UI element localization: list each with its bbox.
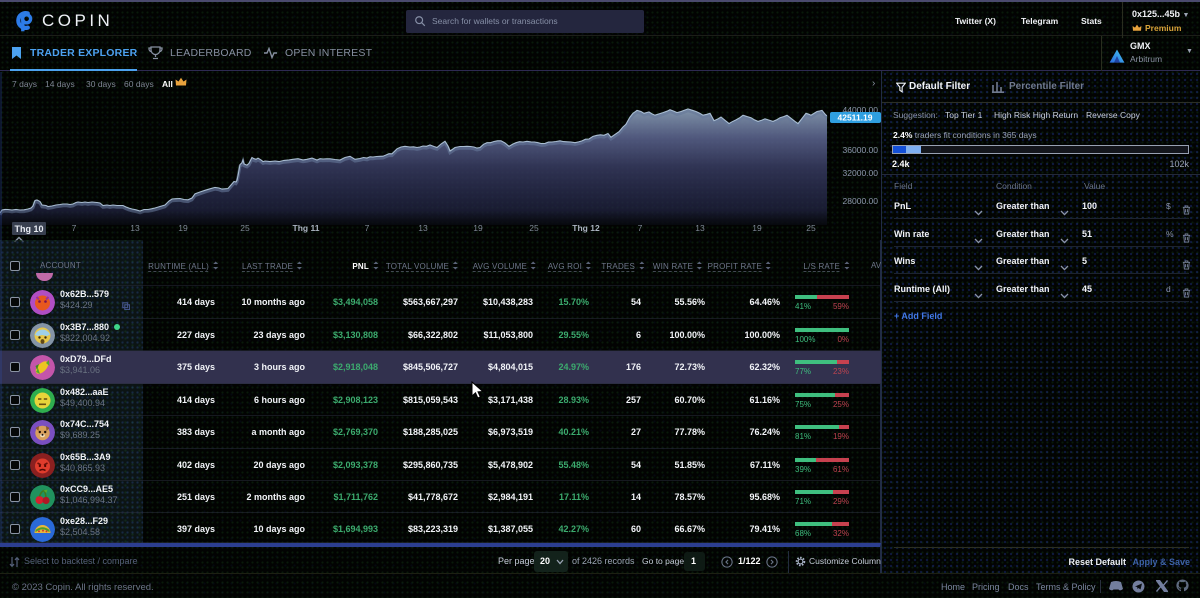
svg-text:13: 13 bbox=[130, 223, 140, 233]
svg-text:Thg 11: Thg 11 bbox=[293, 223, 320, 233]
svg-text:42511.19: 42511.19 bbox=[838, 113, 873, 123]
svg-text:7: 7 bbox=[638, 223, 643, 233]
svg-text:13: 13 bbox=[695, 223, 705, 233]
svg-text:44000.00: 44000.00 bbox=[843, 105, 879, 115]
svg-text:19: 19 bbox=[473, 223, 483, 233]
svg-text:25: 25 bbox=[240, 223, 250, 233]
svg-text:25: 25 bbox=[529, 223, 539, 233]
svg-text:Thg 10: Thg 10 bbox=[14, 224, 43, 234]
svg-text:28000.00: 28000.00 bbox=[843, 196, 879, 206]
svg-text:7: 7 bbox=[72, 223, 77, 233]
svg-text:19: 19 bbox=[752, 223, 762, 233]
svg-text:7: 7 bbox=[365, 223, 370, 233]
svg-text:25: 25 bbox=[806, 223, 816, 233]
svg-text:19: 19 bbox=[178, 223, 188, 233]
svg-text:36000.00: 36000.00 bbox=[843, 145, 879, 155]
svg-text:13: 13 bbox=[418, 223, 428, 233]
svg-text:Thg 12: Thg 12 bbox=[572, 223, 600, 233]
svg-text:32000.00: 32000.00 bbox=[843, 168, 879, 178]
